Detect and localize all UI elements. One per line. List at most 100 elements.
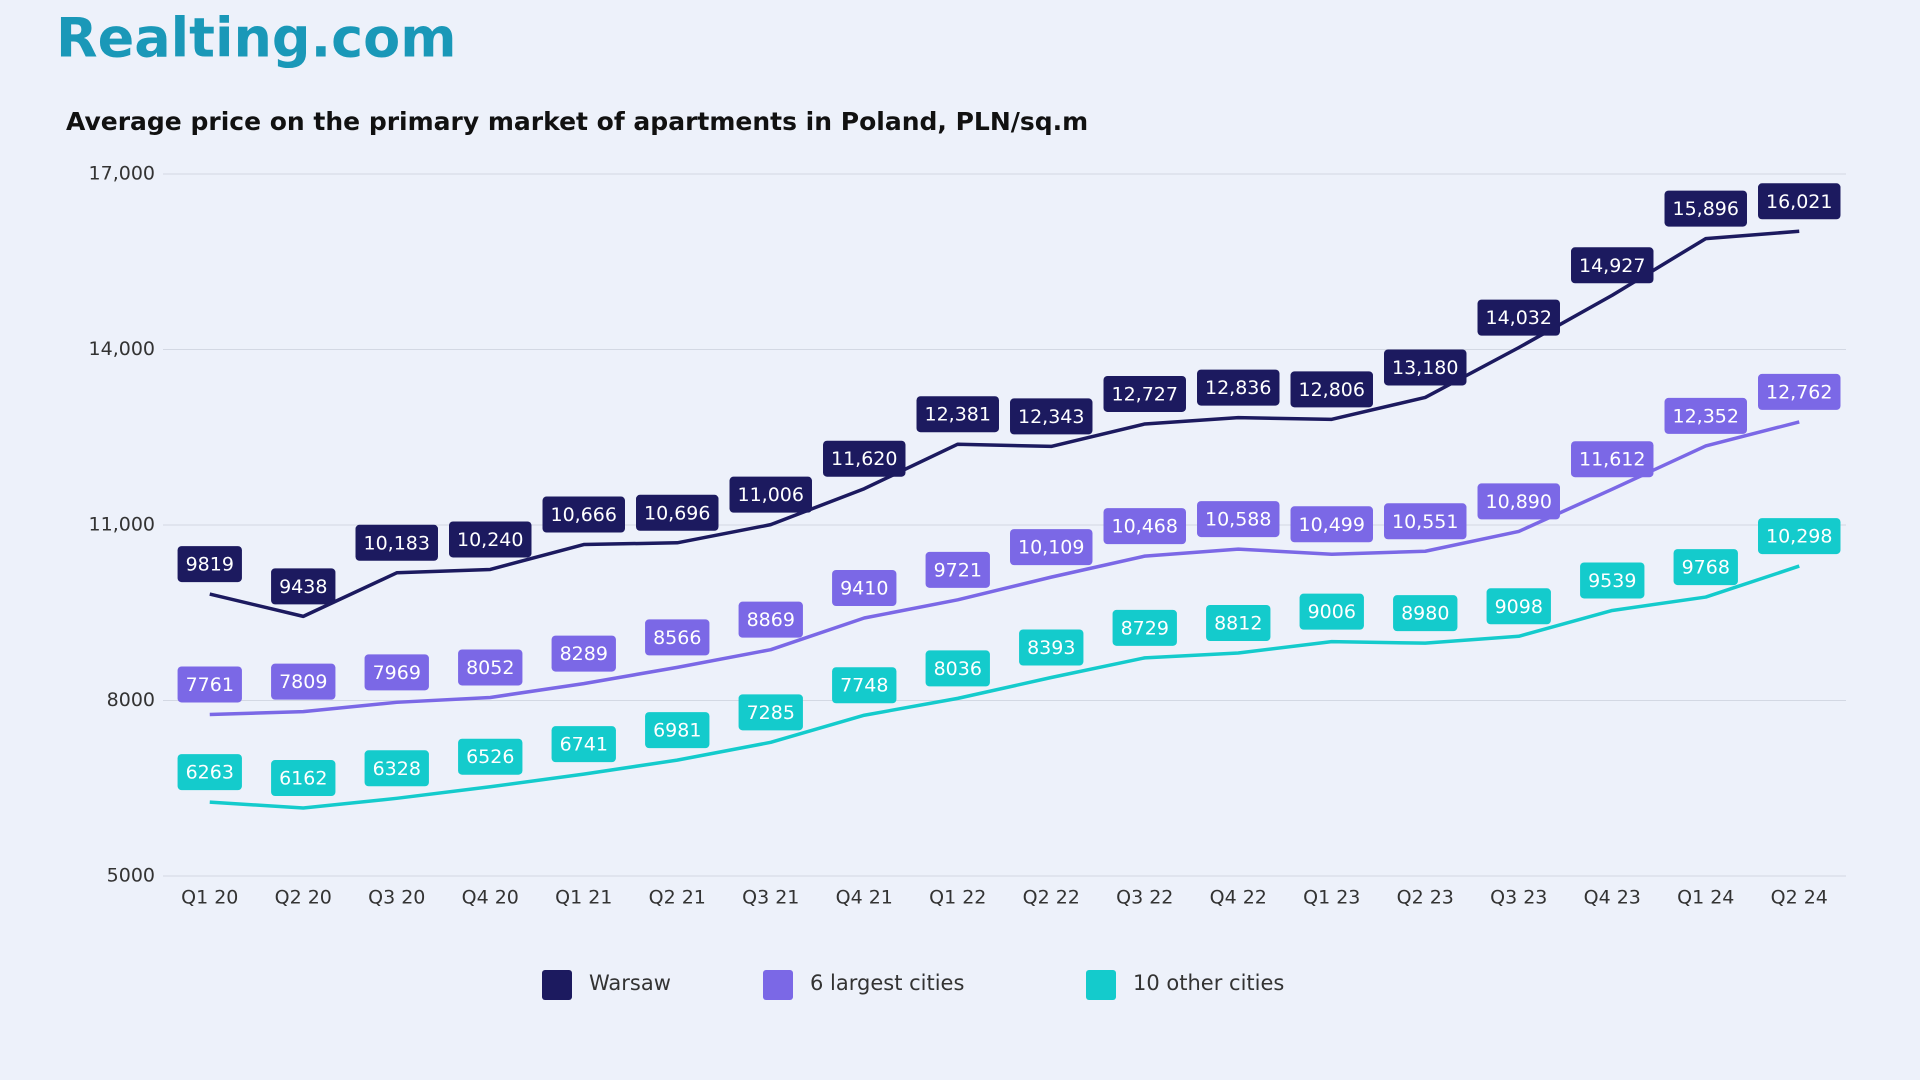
value-label: 12,836 (1197, 369, 1280, 406)
value-label-text: 8289 (560, 643, 608, 665)
y-tick-label: 14,000 (89, 338, 155, 360)
value-label-box (355, 524, 438, 561)
x-tick-label: Q2 22 (1023, 887, 1080, 909)
value-label: 7809 (271, 663, 336, 700)
value-label-text: 14,927 (1579, 255, 1645, 277)
value-label-box (916, 396, 999, 433)
value-label-text: 6526 (466, 746, 514, 768)
value-label-text: 10,499 (1299, 514, 1365, 536)
value-label-box (832, 570, 897, 607)
value-label: 8052 (458, 649, 523, 686)
value-label-text: 10,890 (1486, 491, 1552, 513)
x-tick-label: Q3 22 (1116, 887, 1173, 909)
value-label: 12,352 (1664, 397, 1747, 434)
value-label-box (1477, 483, 1560, 520)
value-label-box (1664, 190, 1747, 227)
x-tick-label: Q3 20 (368, 887, 425, 909)
value-label-text: 8729 (1121, 617, 1169, 639)
value-label: 10,588 (1197, 501, 1280, 538)
value-label: 9768 (1673, 549, 1738, 586)
legend-label: Warsaw (589, 971, 671, 995)
value-label-box (738, 601, 803, 638)
x-tick-label: Q1 23 (1303, 887, 1360, 909)
value-label-text: 12,352 (1673, 405, 1739, 427)
value-label: 7285 (738, 694, 803, 731)
value-label-box (1673, 549, 1738, 586)
value-label: 9006 (1299, 593, 1364, 630)
value-label: 9721 (925, 551, 990, 588)
value-label-text: 15,896 (1673, 198, 1739, 220)
legend-swatch (1086, 970, 1116, 1000)
value-label: 13,180 (1384, 349, 1467, 386)
value-label-text: 12,381 (925, 404, 991, 426)
x-tick-label: Q1 20 (181, 887, 238, 909)
value-label: 8812 (1206, 604, 1271, 641)
value-label-box (551, 726, 616, 763)
value-label-text: 14,032 (1486, 307, 1552, 329)
value-label-box (925, 650, 990, 687)
value-label-box (1290, 371, 1373, 408)
value-label-text: 8052 (466, 657, 514, 679)
value-label-box (364, 750, 429, 787)
value-label-box (177, 754, 242, 791)
x-tick-label: Q1 21 (555, 887, 612, 909)
value-label-text: 16,021 (1766, 191, 1832, 213)
chart-title: Average price on the primary market of a… (66, 107, 1088, 136)
value-label: 8036 (925, 650, 990, 687)
value-label-text: 7285 (747, 702, 795, 724)
legend-label: 6 largest cities (810, 971, 964, 995)
x-tick-label: Q3 21 (742, 887, 799, 909)
value-label-box (1477, 299, 1560, 336)
value-label-text: 11,620 (831, 448, 897, 470)
value-label-box (1010, 529, 1093, 566)
x-tick-label: Q4 22 (1210, 887, 1267, 909)
value-label: 6328 (364, 750, 429, 787)
value-label-box (738, 694, 803, 731)
value-label-box (925, 551, 990, 588)
value-label-box (1758, 373, 1841, 410)
value-label-text: 10,298 (1766, 526, 1832, 548)
value-label-text: 12,836 (1205, 377, 1271, 399)
value-label: 10,468 (1103, 508, 1186, 545)
value-label: 8980 (1393, 595, 1458, 632)
value-label-text: 9098 (1495, 596, 1543, 618)
value-label: 10,240 (449, 521, 532, 558)
value-label-text: 7969 (373, 662, 421, 684)
value-label-box (458, 649, 523, 686)
value-label-box (1290, 506, 1373, 543)
value-label-text: 6741 (560, 734, 608, 756)
x-tick-label: Q4 23 (1584, 887, 1641, 909)
value-label: 9098 (1486, 588, 1551, 625)
value-label: 8393 (1019, 629, 1084, 666)
value-label-text: 8980 (1401, 603, 1449, 625)
value-label: 10,890 (1477, 483, 1560, 520)
value-label-text: 10,666 (551, 504, 617, 526)
value-label-text: 8393 (1027, 637, 1075, 659)
value-label-box (1206, 604, 1271, 641)
value-label: 10,696 (636, 494, 719, 531)
y-tick-label: 17,000 (89, 163, 155, 185)
value-label-text: 7748 (840, 675, 888, 697)
value-label-box (1019, 629, 1084, 666)
value-label: 8869 (738, 601, 803, 638)
value-label: 9438 (271, 568, 336, 605)
value-label-text: 9819 (186, 554, 234, 576)
y-tick-label: 5000 (107, 865, 155, 887)
value-label-text: 8869 (747, 609, 795, 631)
value-label-box (1393, 595, 1458, 632)
value-label-box (364, 654, 429, 691)
value-label-text: 9768 (1682, 557, 1730, 579)
value-label: 8566 (645, 619, 710, 656)
value-label: 10,109 (1010, 529, 1093, 566)
value-label: 11,620 (823, 440, 906, 477)
x-tick-label: Q4 21 (836, 887, 893, 909)
value-label-text: 10,109 (1018, 537, 1084, 559)
value-label-box (449, 521, 532, 558)
value-label-text: 12,806 (1299, 379, 1365, 401)
value-label-box (1197, 369, 1280, 406)
series-line (209, 229, 1800, 619)
x-tick-label: Q2 21 (649, 887, 706, 909)
value-label-text: 9721 (934, 559, 982, 581)
value-label: 12,806 (1290, 371, 1373, 408)
